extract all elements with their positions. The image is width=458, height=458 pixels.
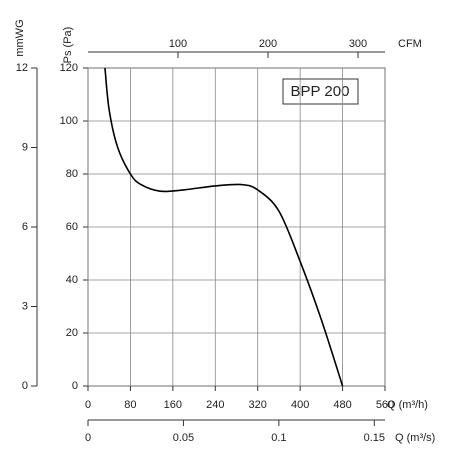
left-tick-label: 12: [16, 62, 28, 74]
bottom-tick-label: 0: [85, 432, 91, 444]
x-tick-label: 560: [376, 399, 394, 411]
y-tick-label: 80: [66, 168, 78, 180]
y-tick-label: 20: [66, 327, 78, 339]
x-tick-label: 0: [85, 399, 91, 411]
y-tick-label: 0: [72, 380, 78, 392]
x-axis-label: Q (m³/h): [387, 399, 428, 411]
fan-curve: [104, 67, 344, 387]
left-tick-label: 3: [22, 300, 28, 312]
annotation: BPP 200: [291, 83, 350, 100]
bottom-tick-label: 0.05: [173, 432, 194, 444]
top-tick-label: 200: [259, 38, 277, 50]
top-axis-label: CFM: [398, 38, 422, 50]
x-tick-label: 480: [333, 399, 351, 411]
bottom-tick-label: 0.1: [271, 432, 286, 444]
y-tick-label: 40: [66, 274, 78, 286]
left-tick-label: 9: [22, 141, 28, 153]
x-tick-label: 400: [291, 399, 309, 411]
x-tick-label: 240: [206, 399, 224, 411]
left-tick-label: 6: [22, 221, 28, 233]
annotation-box: [282, 78, 359, 105]
x-tick-label: 160: [164, 399, 182, 411]
top-tick-label: 100: [169, 38, 187, 50]
y-tick-label: 100: [60, 115, 78, 127]
bottom-tick-label: 0.15: [364, 432, 385, 444]
y-axis-label: Ps (Pa): [62, 27, 74, 64]
x-tick-label: 320: [249, 399, 267, 411]
left-axis-label: mmWG: [14, 19, 26, 56]
left-tick-label: 0: [22, 380, 28, 392]
y-tick-label: 120: [60, 62, 78, 74]
x-tick-label: 80: [124, 399, 136, 411]
bottom-axis-label: Q (m³/s): [395, 432, 435, 444]
top-tick-label: 300: [349, 38, 367, 50]
y-tick-label: 60: [66, 221, 78, 233]
